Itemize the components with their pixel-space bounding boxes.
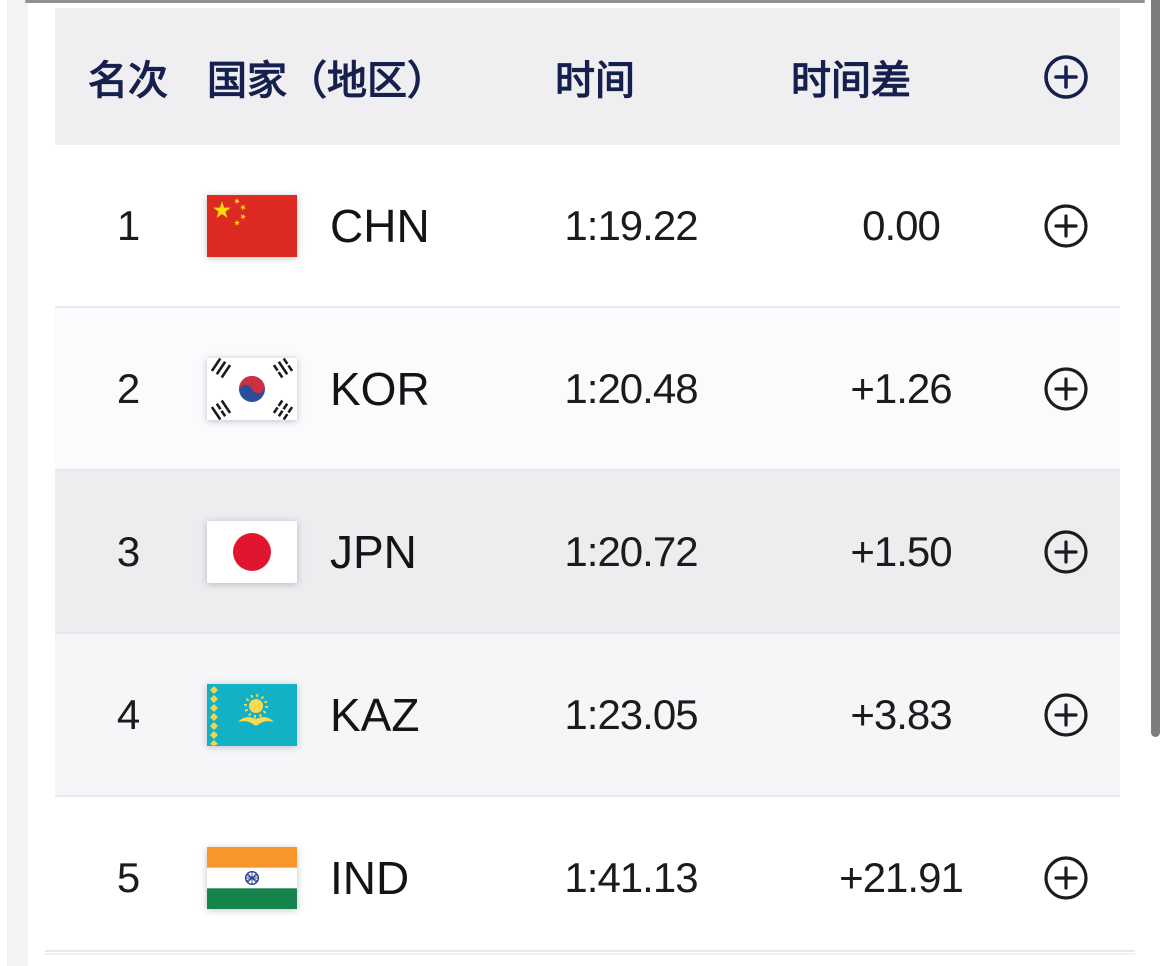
time-value: 1:20.48 (564, 364, 698, 412)
country-code: JPN (330, 525, 417, 578)
time-diff-value: 0.00 (862, 201, 941, 249)
country-code: IND (330, 851, 410, 904)
time-value: 1:23.05 (564, 690, 698, 738)
expand-row-circle-plus-icon[interactable] (1041, 853, 1091, 903)
rank-value: 4 (116, 690, 140, 738)
time-value: 1:19.22 (564, 201, 698, 249)
time-value: 1:41.13 (564, 853, 698, 901)
header-country: 国家（地区） (207, 58, 447, 103)
bottom-divider (45, 950, 1135, 952)
vertical-scrollbar[interactable] (1151, 0, 1160, 737)
header-time: 时间 (555, 58, 635, 103)
country-code: CHN (330, 199, 430, 252)
expand-row-circle-plus-icon[interactable] (1041, 364, 1091, 414)
table-row[interactable]: 5 (55, 797, 1120, 958)
japan-flag-icon (207, 520, 297, 583)
table-row[interactable]: 2 (55, 308, 1120, 471)
south-korea-flag-icon (207, 357, 297, 420)
time-diff-value: +21.91 (839, 853, 964, 901)
header-circle-plus-icon[interactable] (1041, 52, 1091, 102)
china-flag-icon (207, 194, 297, 257)
header-diff: 时间差 (791, 58, 911, 103)
table-row[interactable]: 3 JPN 1:20.72 +1.50 (55, 471, 1120, 634)
time-value: 1:20.72 (564, 527, 698, 575)
left-panel-edge (7, 0, 28, 966)
rank-value: 3 (116, 527, 140, 575)
time-diff-value: +3.83 (850, 690, 952, 738)
country-code: KAZ (330, 688, 420, 741)
expand-row-circle-plus-icon[interactable] (1041, 201, 1091, 251)
table-header-row: 名次 国家（地区） 时间 时间差 (55, 8, 1120, 145)
table-body: 1 CHN 1:19.22 0.00 (55, 145, 1120, 958)
top-border-line (25, 0, 1145, 3)
india-flag-icon (207, 846, 297, 909)
header-rank: 名次 (88, 58, 168, 103)
expand-row-circle-plus-icon[interactable] (1041, 527, 1091, 577)
time-diff-value: +1.26 (850, 364, 952, 412)
kazakhstan-flag-icon (207, 683, 297, 746)
rank-value: 5 (116, 853, 140, 901)
rank-value: 1 (116, 201, 140, 249)
table-row[interactable]: 1 CHN 1:19.22 0.00 (55, 145, 1120, 308)
country-code: KOR (330, 362, 430, 415)
results-table: 名次 国家（地区） 时间 时间差 1 (55, 8, 1120, 958)
rank-value: 2 (116, 364, 140, 412)
time-diff-value: +1.50 (850, 527, 952, 575)
expand-row-circle-plus-icon[interactable] (1041, 690, 1091, 740)
table-row[interactable]: 4 (55, 634, 1120, 797)
